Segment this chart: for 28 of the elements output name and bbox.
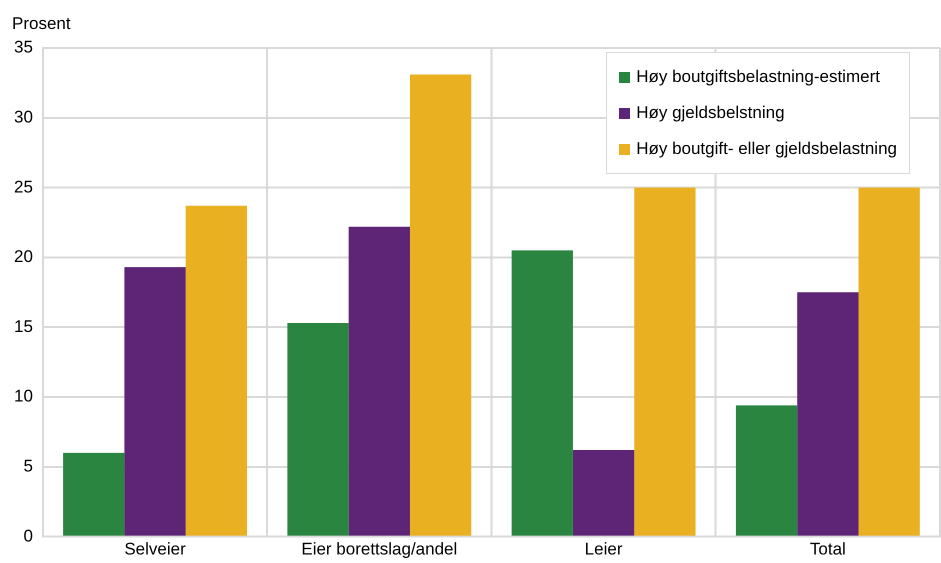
bar	[572, 450, 634, 536]
y-tick-label: 35	[14, 38, 33, 57]
bar	[348, 226, 410, 536]
bar	[287, 323, 349, 536]
y-axis-title: Prosent	[12, 14, 71, 34]
y-tick-label: 5	[23, 456, 33, 476]
x-tick-label: Selveier	[124, 539, 186, 558]
x-tick-label: Total	[810, 539, 846, 558]
y-tick-label: 10	[14, 386, 33, 406]
bar	[512, 250, 573, 536]
bar	[410, 74, 472, 536]
bar	[124, 267, 186, 536]
bar	[634, 188, 696, 536]
bar	[736, 405, 798, 536]
legend-label: Høy boutgiftsbelastning-estimert	[635, 66, 881, 88]
y-tick-label: 25	[14, 177, 33, 196]
legend-label: Høy boutgift- eller gjeldsbelastning	[635, 138, 897, 160]
y-tick-label: 30	[14, 107, 33, 126]
bar	[797, 292, 859, 536]
bar	[858, 188, 920, 536]
x-tick-label: Eier borettslag/andel	[301, 539, 458, 558]
y-tick-label: 20	[14, 247, 33, 266]
bar	[186, 206, 247, 536]
bar	[63, 452, 124, 536]
y-tick-label: 15	[14, 316, 33, 336]
y-tick-label: 0	[23, 526, 33, 546]
legend-label: Høy gjeldsbelstning	[635, 102, 786, 124]
x-tick-label: Leier	[584, 539, 623, 558]
